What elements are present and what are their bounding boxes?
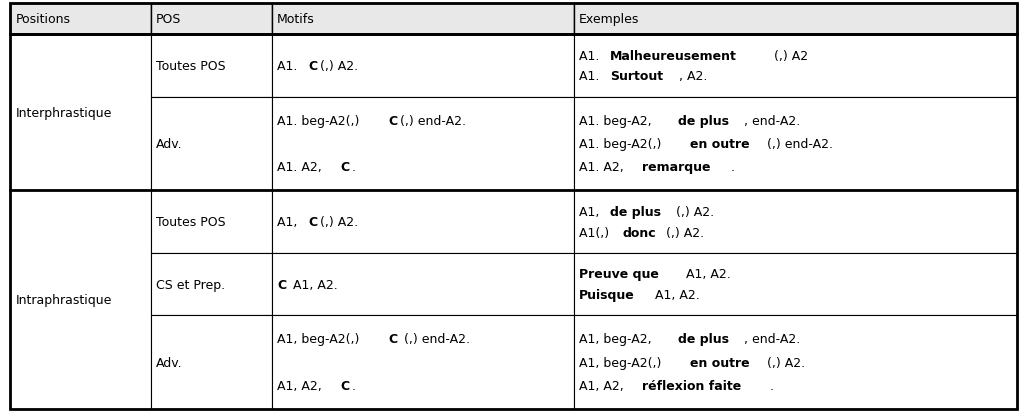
Text: A1. beg-A2(,): A1. beg-A2(,) xyxy=(579,138,665,151)
Bar xyxy=(151,191,272,253)
Bar xyxy=(151,316,272,409)
Text: , A2.: , A2. xyxy=(679,70,708,83)
Text: .: . xyxy=(730,161,734,174)
Text: C: C xyxy=(308,60,317,73)
Text: de plus: de plus xyxy=(678,114,729,127)
Text: A1, A2.: A1, A2. xyxy=(289,278,338,291)
Bar xyxy=(574,35,1017,97)
Text: , end-A2.: , end-A2. xyxy=(744,332,800,345)
Text: (,) A2.: (,) A2. xyxy=(676,205,715,218)
Bar xyxy=(574,253,1017,316)
Text: A1. A2,: A1. A2, xyxy=(579,161,627,174)
Text: A1,: A1, xyxy=(579,205,603,218)
Text: A1, beg-A2,: A1, beg-A2, xyxy=(579,332,655,345)
Text: réflexion faite: réflexion faite xyxy=(642,379,741,392)
Text: Toutes POS: Toutes POS xyxy=(156,60,226,73)
Bar xyxy=(151,97,272,191)
Text: A1, A2,: A1, A2, xyxy=(277,379,326,392)
Text: A1, beg-A2(,): A1, beg-A2(,) xyxy=(277,332,364,345)
Text: remarque: remarque xyxy=(642,161,711,174)
Bar xyxy=(151,4,272,35)
Text: (,) end-A2.: (,) end-A2. xyxy=(401,114,466,127)
Text: A1(,): A1(,) xyxy=(579,226,613,239)
Text: Malheureusement: Malheureusement xyxy=(610,50,737,62)
Bar xyxy=(272,4,574,35)
Text: A1. beg-A2,: A1. beg-A2, xyxy=(579,114,655,127)
Text: A1, A2,: A1, A2, xyxy=(579,379,627,392)
Text: A1, beg-A2(,): A1, beg-A2(,) xyxy=(579,356,665,369)
Text: .: . xyxy=(770,379,774,392)
Text: A1, A2.: A1, A2. xyxy=(651,288,699,301)
Text: A1.: A1. xyxy=(579,50,603,62)
Text: C: C xyxy=(308,216,317,228)
Bar xyxy=(272,35,574,97)
Text: de plus: de plus xyxy=(678,332,729,345)
Text: .: . xyxy=(351,379,355,392)
Text: Preuve que: Preuve que xyxy=(579,268,658,280)
Text: A1,: A1, xyxy=(277,216,301,228)
Text: (,) end-A2.: (,) end-A2. xyxy=(767,138,833,151)
Text: Exemples: Exemples xyxy=(579,13,639,26)
Text: (,) A2.: (,) A2. xyxy=(320,216,358,228)
Text: en outre: en outre xyxy=(690,356,750,369)
Text: CS et Prep.: CS et Prep. xyxy=(156,278,225,291)
Text: C: C xyxy=(388,114,397,127)
Text: donc: donc xyxy=(623,226,656,239)
Text: (,) A2.: (,) A2. xyxy=(320,60,358,73)
Text: A1, A2.: A1, A2. xyxy=(682,268,731,280)
Bar xyxy=(151,253,272,316)
Text: de plus: de plus xyxy=(610,205,661,218)
Text: , end-A2.: , end-A2. xyxy=(744,114,800,127)
Bar xyxy=(272,316,574,409)
Bar xyxy=(10,191,151,409)
Text: Puisque: Puisque xyxy=(579,288,635,301)
Text: C: C xyxy=(277,278,287,291)
Text: (,) A2: (,) A2 xyxy=(774,50,808,62)
Bar xyxy=(10,35,151,191)
Bar xyxy=(574,97,1017,191)
Text: Positions: Positions xyxy=(15,13,70,26)
Text: Intraphrastique: Intraphrastique xyxy=(15,293,112,306)
Text: Interphrastique: Interphrastique xyxy=(15,107,112,120)
Text: (,) A2.: (,) A2. xyxy=(767,356,805,369)
Bar xyxy=(272,97,574,191)
Text: C: C xyxy=(388,332,397,345)
Bar xyxy=(151,35,272,97)
Text: A1.: A1. xyxy=(277,60,301,73)
Text: .: . xyxy=(351,161,355,174)
Text: Toutes POS: Toutes POS xyxy=(156,216,226,228)
Text: en outre: en outre xyxy=(690,138,750,151)
Bar xyxy=(574,316,1017,409)
Bar xyxy=(574,4,1017,35)
Bar xyxy=(272,253,574,316)
Text: Adv.: Adv. xyxy=(156,138,183,151)
Text: A1. beg-A2(,): A1. beg-A2(,) xyxy=(277,114,364,127)
Text: POS: POS xyxy=(156,13,182,26)
Text: (,) A2.: (,) A2. xyxy=(667,226,705,239)
Text: Adv.: Adv. xyxy=(156,356,183,369)
Text: Motifs: Motifs xyxy=(277,13,314,26)
Text: (,) end-A2.: (,) end-A2. xyxy=(401,332,470,345)
Text: A1. A2,: A1. A2, xyxy=(277,161,326,174)
Bar xyxy=(574,191,1017,253)
Text: C: C xyxy=(340,379,349,392)
Text: C: C xyxy=(340,161,349,174)
Text: Surtout: Surtout xyxy=(610,70,663,83)
Bar xyxy=(272,191,574,253)
Text: A1.: A1. xyxy=(579,70,603,83)
Bar xyxy=(10,4,151,35)
